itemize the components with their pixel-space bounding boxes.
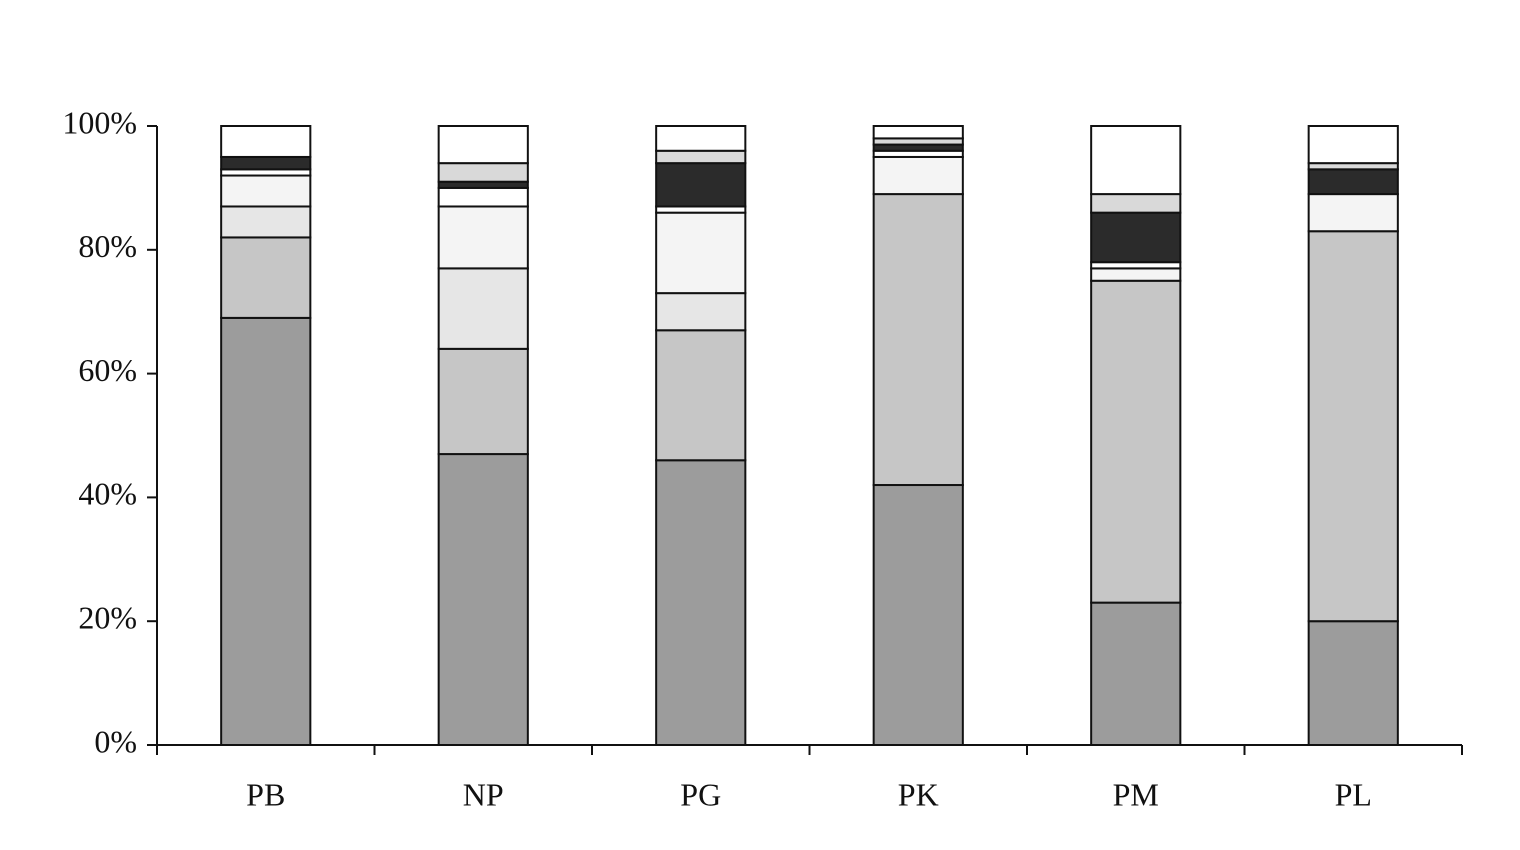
bar-segment: [1090, 601, 1182, 746]
bar-segment: [655, 459, 747, 746]
bar-segment: [437, 453, 529, 746]
bar-segment: [872, 155, 964, 196]
bar-segment: [437, 125, 529, 165]
y-tick-label: 20%: [78, 600, 137, 636]
x-tick-label: NP: [463, 776, 504, 812]
bar-segment: [220, 316, 312, 746]
bar-segment: [220, 205, 312, 239]
bar-segment: [1307, 168, 1399, 196]
bar-segment: [872, 484, 964, 746]
x-tick-label: PB: [246, 776, 285, 812]
bar-segment: [1307, 193, 1399, 233]
bar-segment: [655, 292, 747, 332]
bar-segment: [655, 125, 747, 152]
x-tick-label: PL: [1335, 776, 1372, 812]
bar-segment: [437, 205, 529, 270]
bar-segment: [1090, 211, 1182, 264]
bar-segment: [220, 174, 312, 208]
bar-segment: [872, 125, 964, 140]
bar-segment: [437, 162, 529, 183]
y-tick-label: 100%: [62, 104, 137, 140]
bar-segment: [437, 186, 529, 208]
bar-segment: [1090, 125, 1182, 196]
x-tick-label: PG: [680, 776, 721, 812]
y-tick-label: 80%: [78, 228, 137, 264]
bar-segment: [655, 211, 747, 295]
bar-segment: [1090, 193, 1182, 214]
bar-segment: [437, 347, 529, 456]
x-tick-label: PK: [898, 776, 939, 812]
bar-segment: [1307, 230, 1399, 623]
x-tick-label: PM: [1113, 776, 1159, 812]
bar-segment: [872, 193, 964, 487]
y-tick-label: 0%: [94, 723, 137, 759]
bar-segment: [1090, 279, 1182, 604]
bar-segment: [655, 329, 747, 462]
bar-segment: [1090, 267, 1182, 282]
bar-segment: [655, 149, 747, 165]
bar-segment: [220, 236, 312, 319]
bar-segment: [1307, 125, 1399, 165]
y-tick-label: 40%: [78, 476, 137, 512]
bar-segment: [220, 155, 312, 171]
bar-segment: [437, 267, 529, 350]
bar-segment: [1307, 620, 1399, 747]
bar-segment: [655, 162, 747, 208]
bar-segment: [220, 125, 312, 158]
y-tick-label: 60%: [78, 352, 137, 388]
